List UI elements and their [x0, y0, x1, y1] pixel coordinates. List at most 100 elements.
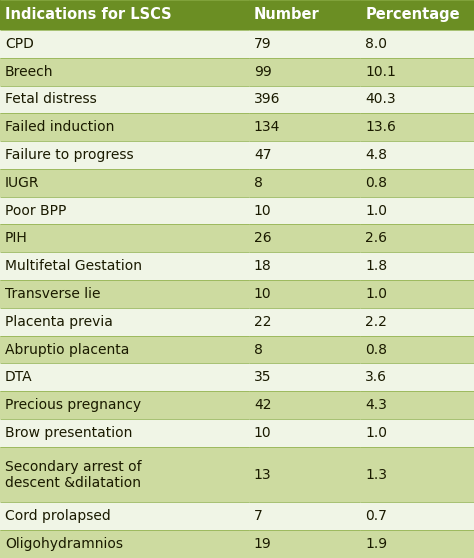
Text: 134: 134: [254, 120, 280, 134]
Text: Cord prolapsed: Cord prolapsed: [5, 509, 111, 523]
Text: Poor BPP: Poor BPP: [5, 204, 66, 218]
Text: Fetal distress: Fetal distress: [5, 93, 97, 107]
Text: Oligohydramnios: Oligohydramnios: [5, 537, 123, 551]
Text: 396: 396: [254, 93, 280, 107]
Text: 79: 79: [254, 37, 272, 51]
Bar: [249, 280, 360, 308]
Bar: [249, 308, 360, 336]
Text: 18: 18: [254, 259, 272, 273]
Bar: [249, 169, 360, 196]
Bar: [0, 0, 249, 30]
Bar: [0, 113, 249, 141]
Text: 1.9: 1.9: [365, 537, 387, 551]
Text: 1.0: 1.0: [365, 204, 387, 218]
Bar: [360, 57, 474, 85]
Bar: [0, 447, 249, 502]
Text: 40.3: 40.3: [365, 93, 396, 107]
Bar: [0, 30, 249, 57]
Bar: [0, 502, 249, 530]
Text: 47: 47: [254, 148, 271, 162]
Text: 0.8: 0.8: [365, 176, 387, 190]
Bar: [0, 308, 249, 336]
Bar: [360, 391, 474, 419]
Text: Percentage: Percentage: [365, 7, 460, 22]
Bar: [360, 113, 474, 141]
Bar: [249, 336, 360, 363]
Text: Failure to progress: Failure to progress: [5, 148, 134, 162]
Bar: [249, 391, 360, 419]
Text: 26: 26: [254, 232, 272, 246]
Text: Number: Number: [254, 7, 319, 22]
Text: DTA: DTA: [5, 371, 33, 384]
Bar: [360, 363, 474, 391]
Text: 13: 13: [254, 468, 272, 482]
Bar: [0, 363, 249, 391]
Text: Abruptio placenta: Abruptio placenta: [5, 343, 129, 357]
Text: 13.6: 13.6: [365, 120, 396, 134]
Text: Brow presentation: Brow presentation: [5, 426, 132, 440]
Text: 19: 19: [254, 537, 272, 551]
Text: 4.8: 4.8: [365, 148, 387, 162]
Bar: [0, 280, 249, 308]
Bar: [249, 141, 360, 169]
Bar: [249, 113, 360, 141]
Text: 10: 10: [254, 426, 272, 440]
Text: 99: 99: [254, 65, 272, 79]
Text: Transverse lie: Transverse lie: [5, 287, 100, 301]
Bar: [249, 447, 360, 502]
Bar: [0, 141, 249, 169]
Text: 10: 10: [254, 287, 272, 301]
Bar: [360, 0, 474, 30]
Text: 1.0: 1.0: [365, 426, 387, 440]
Bar: [360, 224, 474, 252]
Bar: [360, 336, 474, 363]
Text: 8.0: 8.0: [365, 37, 387, 51]
Bar: [360, 85, 474, 113]
Text: Placenta previa: Placenta previa: [5, 315, 113, 329]
Text: 8: 8: [254, 176, 263, 190]
Text: 10.1: 10.1: [365, 65, 396, 79]
Text: 22: 22: [254, 315, 271, 329]
Text: 2.2: 2.2: [365, 315, 387, 329]
Bar: [0, 530, 249, 558]
Bar: [249, 252, 360, 280]
Bar: [0, 57, 249, 85]
Text: Indications for LSCS: Indications for LSCS: [5, 7, 172, 22]
Bar: [0, 169, 249, 196]
Text: CPD: CPD: [5, 37, 34, 51]
Text: 42: 42: [254, 398, 271, 412]
Text: 1.3: 1.3: [365, 468, 387, 482]
Bar: [249, 224, 360, 252]
Bar: [249, 502, 360, 530]
Text: Precious pregnancy: Precious pregnancy: [5, 398, 141, 412]
Bar: [0, 224, 249, 252]
Text: 1.8: 1.8: [365, 259, 387, 273]
Bar: [249, 419, 360, 447]
Bar: [0, 391, 249, 419]
Bar: [360, 141, 474, 169]
Bar: [360, 169, 474, 196]
Bar: [360, 308, 474, 336]
Text: Secondary arrest of
descent &dilatation: Secondary arrest of descent &dilatation: [5, 460, 142, 490]
Bar: [0, 336, 249, 363]
Text: 35: 35: [254, 371, 271, 384]
Bar: [249, 196, 360, 224]
Text: 3.6: 3.6: [365, 371, 387, 384]
Text: PIH: PIH: [5, 232, 28, 246]
Text: 0.8: 0.8: [365, 343, 387, 357]
Bar: [360, 252, 474, 280]
Bar: [0, 85, 249, 113]
Text: Multifetal Gestation: Multifetal Gestation: [5, 259, 142, 273]
Text: 2.6: 2.6: [365, 232, 387, 246]
Bar: [360, 280, 474, 308]
Text: 1.0: 1.0: [365, 287, 387, 301]
Text: Failed induction: Failed induction: [5, 120, 114, 134]
Text: 10: 10: [254, 204, 272, 218]
Bar: [0, 196, 249, 224]
Bar: [360, 530, 474, 558]
Bar: [249, 530, 360, 558]
Bar: [249, 363, 360, 391]
Text: 7: 7: [254, 509, 263, 523]
Bar: [360, 419, 474, 447]
Bar: [0, 419, 249, 447]
